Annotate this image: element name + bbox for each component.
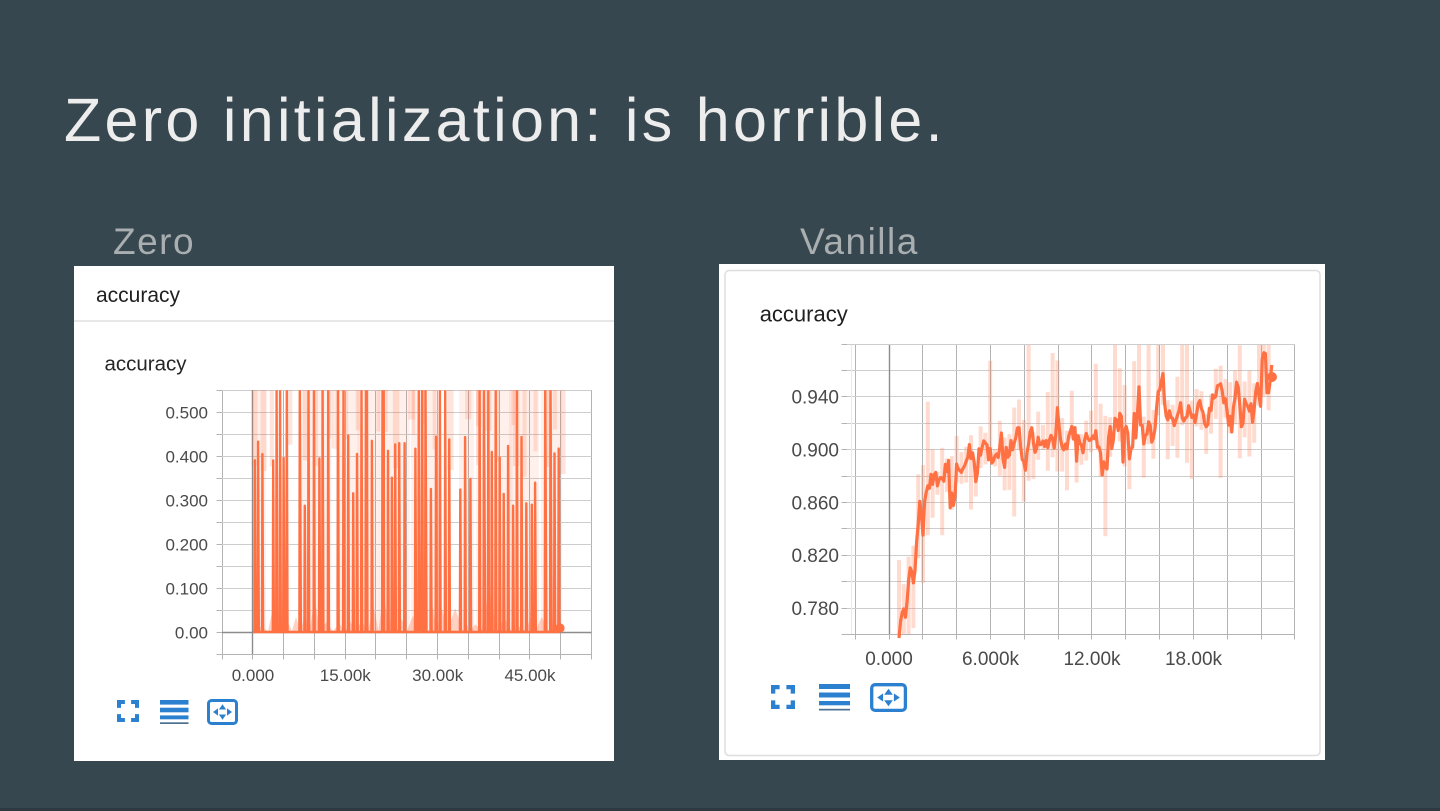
svg-text:0.00: 0.00	[175, 624, 208, 643]
svg-text:0.100: 0.100	[165, 580, 208, 599]
svg-text:0.820: 0.820	[791, 546, 839, 567]
svg-text:30.00k: 30.00k	[412, 666, 464, 685]
svg-text:0.940: 0.940	[791, 388, 839, 409]
svg-text:18.00k: 18.00k	[1165, 649, 1223, 670]
svg-text:accuracy: accuracy	[760, 302, 848, 327]
svg-text:45.00k: 45.00k	[504, 666, 556, 685]
svg-text:0.300: 0.300	[165, 492, 208, 511]
svg-text:0.000: 0.000	[232, 666, 275, 685]
svg-text:0.900: 0.900	[791, 441, 839, 462]
svg-text:0.860: 0.860	[791, 493, 839, 514]
svg-text:0.400: 0.400	[165, 448, 208, 467]
svg-text:0.500: 0.500	[165, 404, 208, 423]
svg-text:0.000: 0.000	[865, 649, 913, 670]
svg-text:15.00k: 15.00k	[320, 666, 372, 685]
svg-text:accuracy: accuracy	[96, 284, 181, 307]
svg-text:12.00k: 12.00k	[1063, 649, 1121, 670]
svg-text:accuracy: accuracy	[105, 353, 188, 376]
svg-text:0.200: 0.200	[165, 536, 208, 555]
svg-text:6.000k: 6.000k	[962, 649, 1020, 670]
svg-text:0.780: 0.780	[791, 599, 839, 620]
